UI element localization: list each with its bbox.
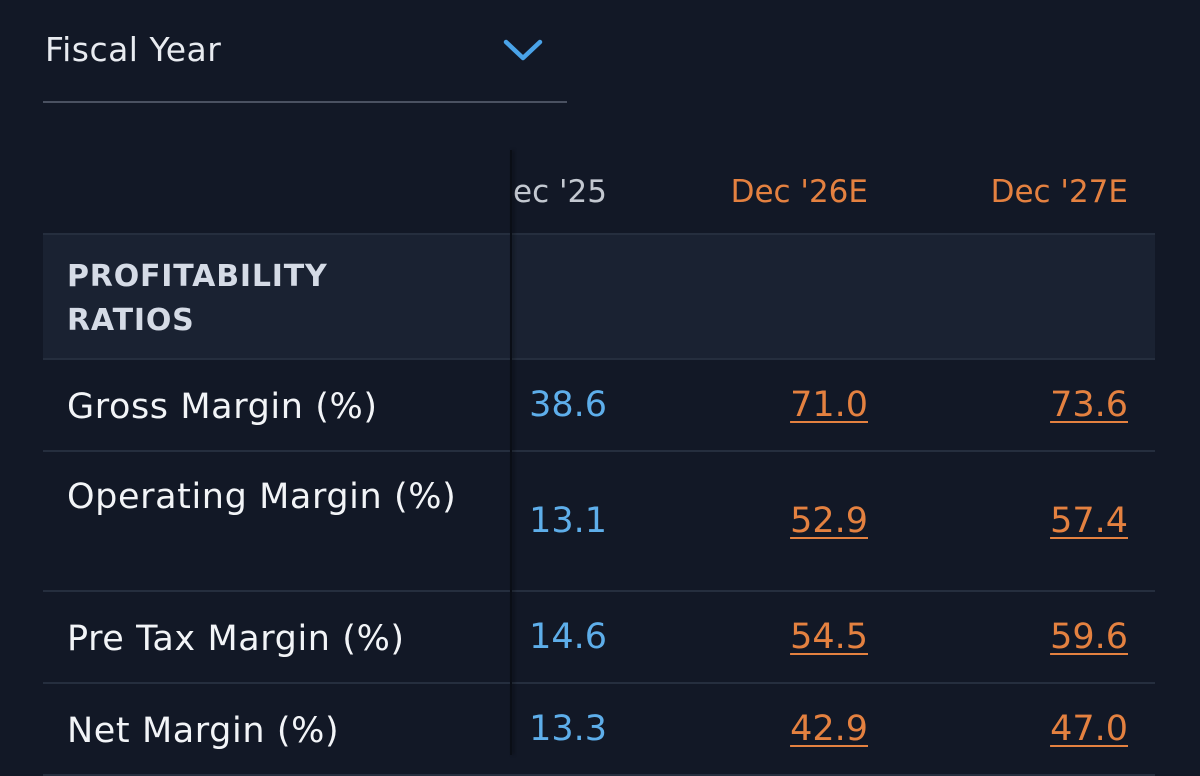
chevron[interactable]: [502, 36, 544, 66]
value-link[interactable]: 47.0: [1050, 709, 1128, 749]
row-separator: [43, 682, 1155, 684]
row-separator: [43, 590, 1155, 592]
dropdown-label[interactable]: Fiscal Year: [45, 30, 222, 69]
value-clip: 38.6: [512, 383, 607, 427]
value-link[interactable]: 73.6: [1050, 385, 1128, 425]
row-label: Net Margin (%): [67, 711, 340, 751]
row-label: Gross Margin (%): [67, 387, 378, 427]
value-clip: 14.6: [512, 615, 607, 659]
value: 13.1: [529, 501, 607, 541]
value-clip: 13.1: [512, 499, 607, 543]
column-divider: [510, 150, 512, 755]
value: 13.3: [529, 709, 607, 749]
column-header: Dec '27E: [990, 174, 1128, 210]
section-row: [43, 235, 1155, 358]
value-link[interactable]: 71.0: [790, 385, 868, 425]
header-clip: Dec '25: [512, 170, 607, 214]
value: 14.6: [529, 617, 607, 657]
column-header: Dec '26E: [730, 174, 868, 210]
value-link[interactable]: 59.6: [1050, 617, 1128, 657]
screen: Fiscal Year Dec '25 Dec '26E Dec '27E PROFI…: [43, 30, 1155, 776]
section-title: PROFITABILITY RATIOS: [67, 259, 328, 338]
row-separator: [43, 358, 1155, 360]
value: 38.6: [529, 385, 607, 425]
value-link[interactable]: 42.9: [790, 709, 868, 749]
column-header: Dec '25: [512, 174, 607, 210]
value-link[interactable]: 54.5: [790, 617, 868, 657]
row-separator: [43, 233, 1155, 235]
value-link[interactable]: 52.9: [790, 501, 868, 541]
dropdown-underline: [43, 101, 567, 103]
row-label: Pre Tax Margin (%): [67, 619, 405, 659]
row-separator: [43, 450, 1155, 452]
value-clip: 13.3: [512, 707, 607, 751]
value-link[interactable]: 57.4: [1050, 501, 1128, 541]
row-label: Operating Margin (%): [67, 477, 457, 517]
